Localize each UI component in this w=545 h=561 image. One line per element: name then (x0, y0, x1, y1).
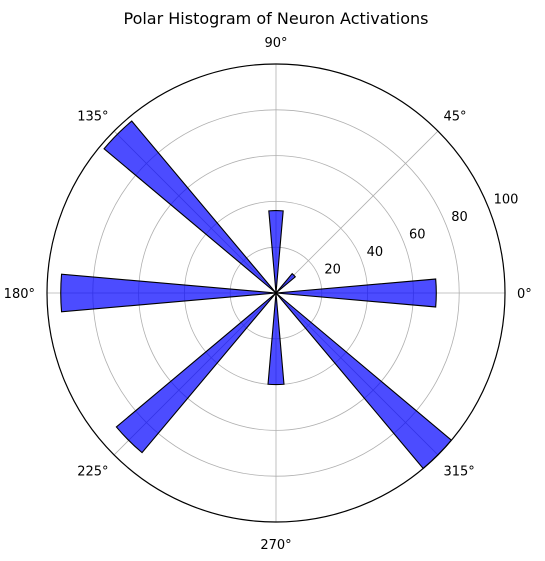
histogram-bar (275, 272, 297, 294)
angle-tick-label: 180° (4, 287, 35, 302)
angle-tick-label: 225° (77, 464, 108, 479)
angle-tick-labels: 0° 45° 90° 135° 180° 225° 270° 315° (4, 36, 532, 553)
polar-frame (46, 63, 506, 523)
histogram-bar (268, 210, 284, 294)
radial-tick-label: 20 (324, 262, 341, 277)
histogram-bar (115, 292, 277, 454)
chart-title: Polar Histogram of Neuron Activations (123, 9, 428, 28)
radial-tick-label: 60 (409, 227, 426, 242)
angle-tick-label: 45° (443, 110, 466, 125)
radial-tick-labels: 20 40 60 80 100 (324, 192, 518, 277)
histogram-bar (267, 292, 285, 386)
angle-tick-label: 270° (260, 538, 291, 553)
histogram-bar (60, 273, 277, 313)
histogram-bar (275, 278, 437, 308)
bars (60, 120, 453, 470)
radial-tick-label: 40 (367, 245, 384, 260)
radial-tick-label: 80 (451, 210, 468, 225)
angle-tick-label: 90° (264, 36, 287, 51)
radial-tick-label: 100 (494, 192, 519, 207)
histogram-bar (103, 120, 277, 294)
angle-tick-label: 0° (517, 287, 532, 302)
angle-tick-label: 135° (77, 110, 108, 125)
grid-spoke (275, 130, 439, 294)
angle-tick-label: 315° (443, 464, 474, 479)
